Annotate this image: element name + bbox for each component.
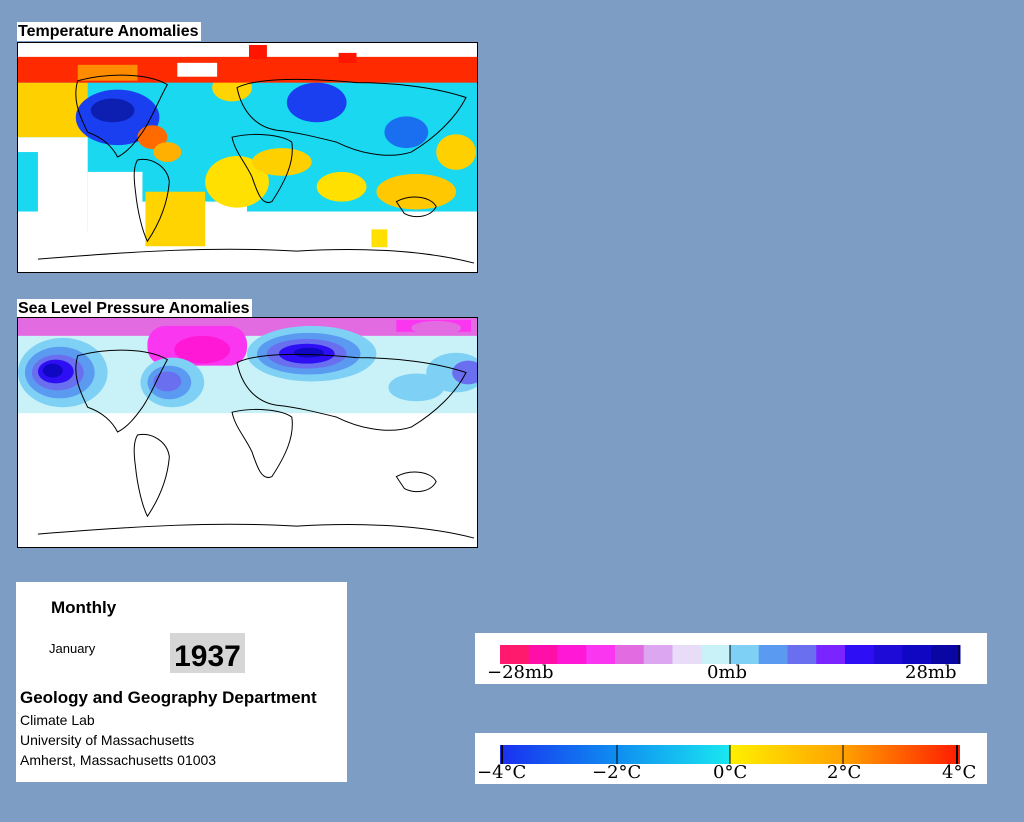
pressure-label-zero: 0mb — [707, 662, 747, 683]
pressure-bin — [500, 645, 530, 664]
lab-name: Climate Lab — [20, 712, 95, 728]
year-display: 1937 — [170, 633, 245, 673]
university-name: University of Massachusetts — [20, 732, 195, 748]
temperature-legend-svg: −4°C −2°C 0°C 2°C 4°C — [477, 745, 976, 783]
temperature-map-title: Temperature Anomalies — [17, 22, 201, 41]
pressure-bin — [528, 645, 558, 664]
temperature-legend: −4°C −2°C 0°C 2°C 4°C — [475, 733, 987, 784]
department-name: Geology and Geography Department — [20, 688, 317, 707]
pressure-bin — [730, 645, 760, 664]
pressure-bin — [816, 645, 846, 664]
address-line: Amherst, Massachusetts 01003 — [20, 752, 217, 768]
info-panel: Monthly January 1937 Geology and Geograp… — [16, 582, 347, 782]
temperature-label-minus4: −4°C — [477, 762, 526, 783]
pressure-map-svg — [18, 318, 477, 547]
pressure-bin — [758, 645, 788, 664]
temperature-anomaly-map — [17, 42, 478, 273]
temperature-label-zero: 0°C — [713, 762, 747, 783]
pressure-legend-svg: −28mb 0mb 28mb — [487, 645, 961, 683]
temperature-label-plus4: 4°C — [942, 762, 976, 783]
pressure-bin — [873, 645, 903, 664]
temperature-label-plus2: 2°C — [827, 762, 861, 783]
period-label: Monthly — [51, 598, 117, 617]
temperature-map-svg — [18, 43, 477, 272]
pressure-bin — [586, 645, 616, 664]
pressure-label-min: −28mb — [487, 662, 554, 683]
temperature-label-minus2: −2°C — [592, 762, 641, 783]
pressure-bin — [845, 645, 875, 664]
pressure-bin — [931, 645, 961, 664]
pressure-label-max: 28mb — [905, 662, 957, 683]
pressure-map-title: Sea Level Pressure Anomalies — [17, 299, 252, 318]
pressure-bin — [643, 645, 673, 664]
pressure-color-bins — [500, 645, 961, 664]
month-label: January — [49, 641, 96, 656]
pressure-bin — [902, 645, 932, 664]
pressure-bin — [672, 645, 702, 664]
pressure-anomaly-map — [17, 317, 478, 548]
pressure-bin — [787, 645, 817, 664]
pressure-bin — [557, 645, 587, 664]
pressure-bin — [615, 645, 645, 664]
pressure-legend: −28mb 0mb 28mb — [475, 633, 987, 684]
pressure-bin — [701, 645, 731, 664]
